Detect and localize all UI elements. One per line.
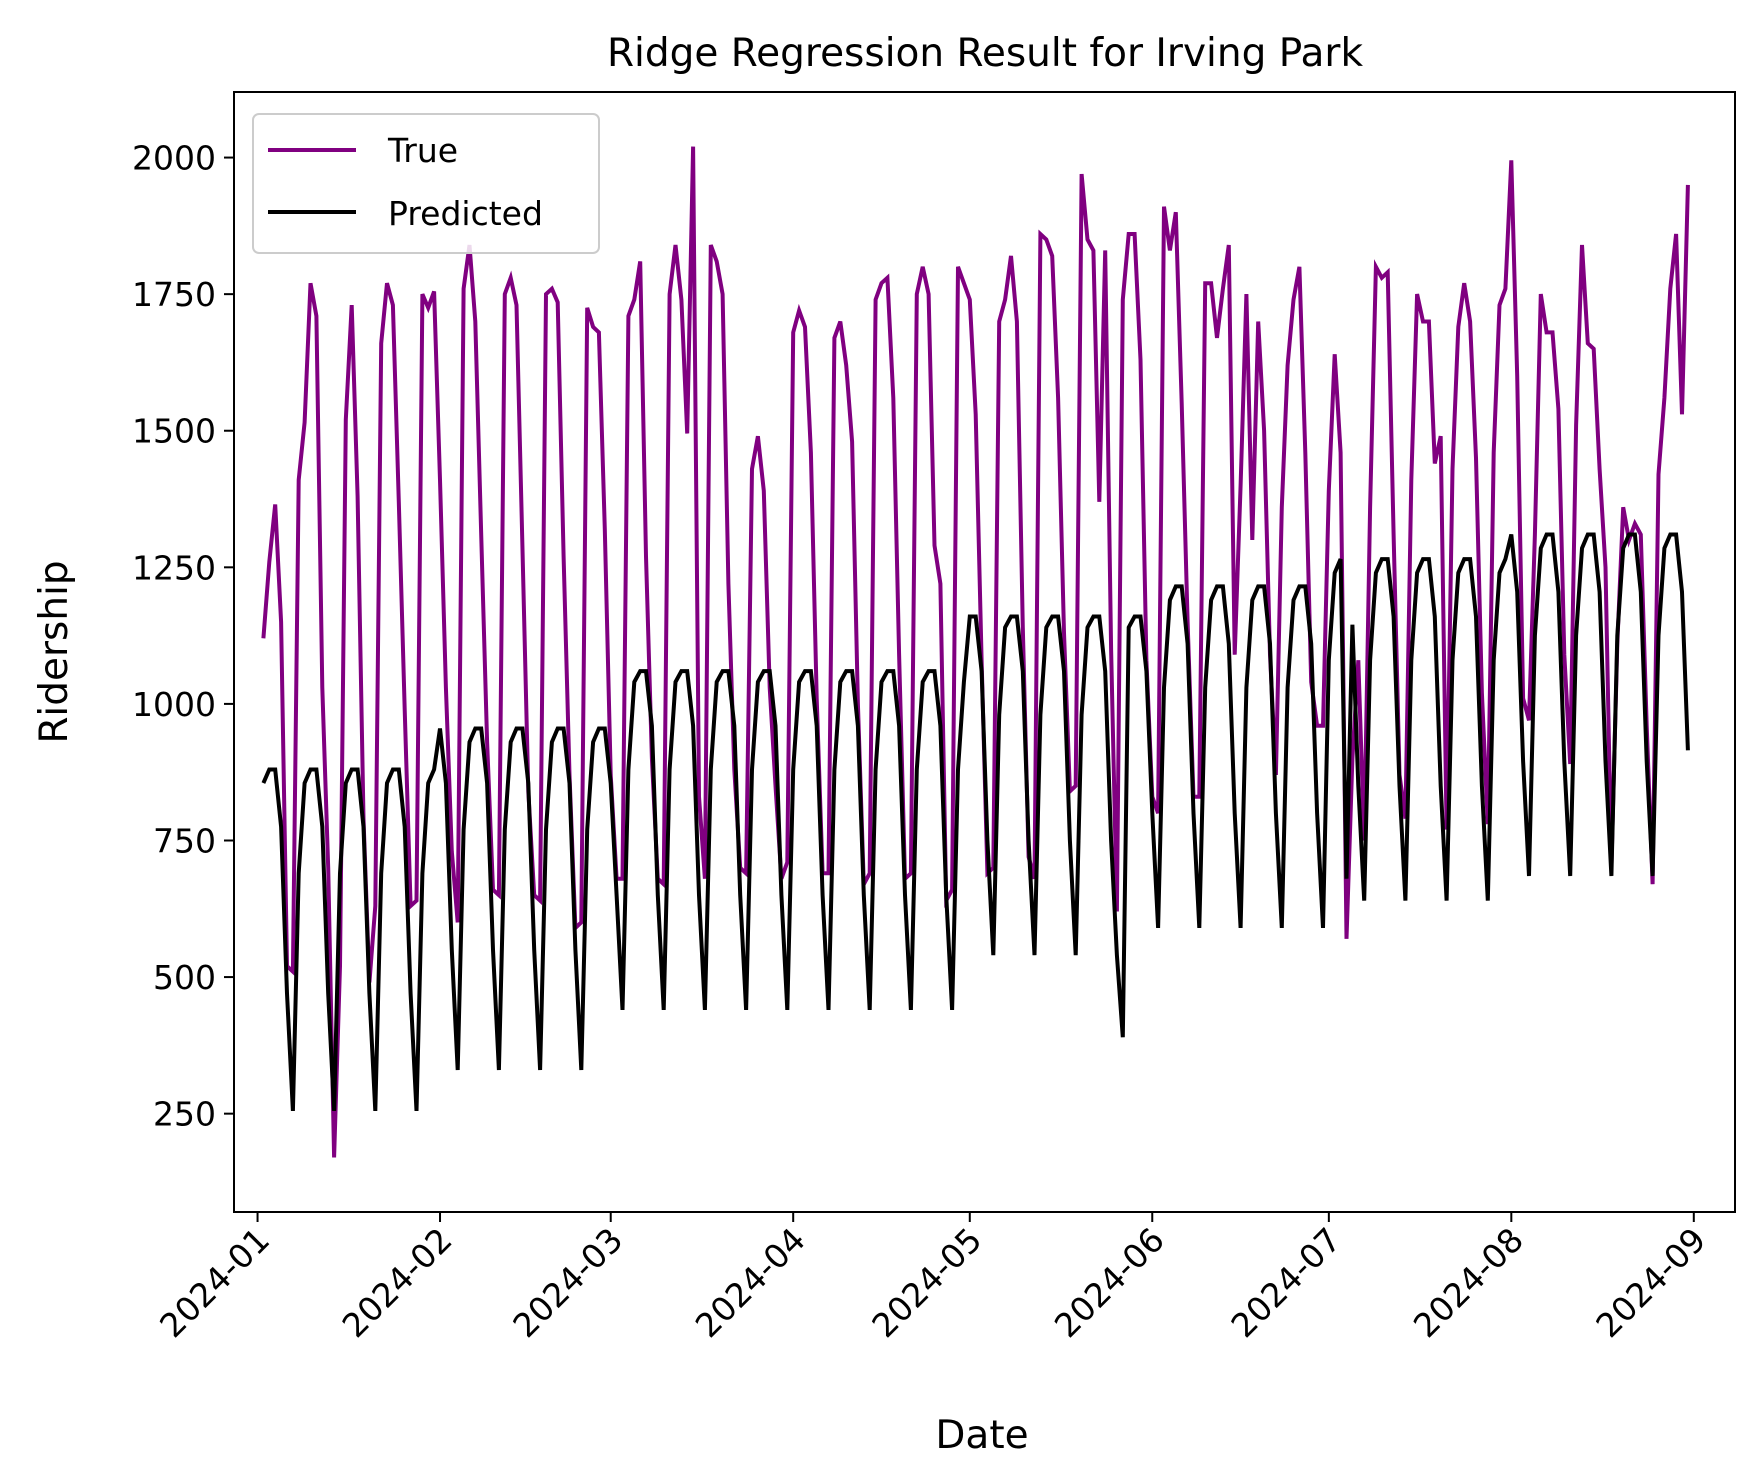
- y-tick-label: 1000: [132, 685, 216, 724]
- series-layer: [261, 146, 1690, 1158]
- y-tick-label: 1500: [132, 412, 216, 451]
- y-tick-label: 2000: [132, 139, 216, 178]
- y-tick-label: 1750: [132, 275, 216, 314]
- y-tick-label: 1250: [132, 548, 216, 587]
- y-tick-label: 750: [153, 821, 216, 860]
- legend-label-true: True: [387, 131, 458, 170]
- y-axis-title: Ridership: [32, 560, 77, 743]
- series-line-true: [261, 146, 1690, 1158]
- legend-label-predicted: Predicted: [388, 194, 543, 233]
- legend: True Predicted: [252, 113, 600, 254]
- series-line-predicted: [261, 532, 1690, 1112]
- plot-frame: [233, 91, 1736, 1213]
- y-tick-label: 500: [153, 958, 216, 997]
- x-axis-title: Date: [935, 1413, 1028, 1458]
- chart-title: Ridge Regression Result for Irving Park: [607, 31, 1363, 76]
- y-tick-label: 250: [153, 1095, 216, 1134]
- y-axis: 250 500 750 1000 1250 1500 1750 2000: [132, 139, 234, 1134]
